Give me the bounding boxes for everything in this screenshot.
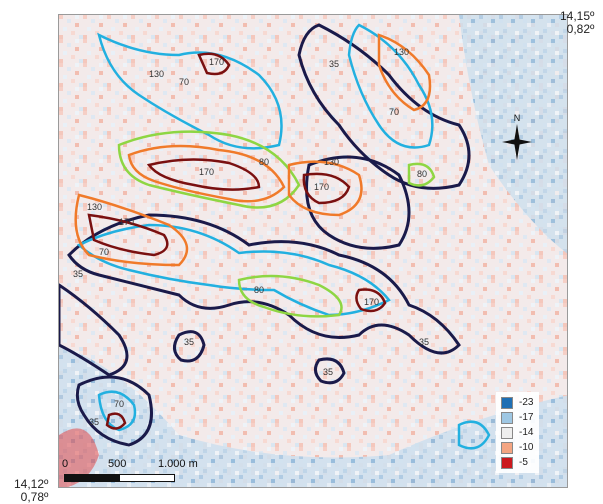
contour-170-a [146,158,261,191]
contour-70-right [457,420,491,450]
legend-item: -23 [501,395,533,410]
contour-130-c [287,160,363,217]
contour-35-ring [305,155,411,250]
contour-label: 130 [394,47,409,57]
legend-label: -23 [519,397,534,408]
scale-label-1000: 1.000 m [158,458,198,470]
contour-70-bottom [97,390,137,432]
raster-blue-zone-right [459,15,567,254]
scale-segment-white [119,474,175,482]
contour-130-a [127,144,286,203]
contour-label: 35 [73,269,83,279]
contour-label: 35 [419,337,429,347]
legend-swatch [501,396,513,409]
contour-35-top [297,23,471,190]
contour-80-a [117,130,301,209]
contour-label: 170 [119,217,134,227]
coord-top-right: 14,15º 0,82º [560,10,594,36]
legend-item: -5 [501,455,533,470]
contour-label: 70 [179,77,189,87]
north-label: N [514,113,521,123]
legend-swatch [501,411,513,424]
scale-label-0: 0 [62,458,69,470]
raster-blue-zone-bottom [59,345,567,487]
contour-label: 35 [89,417,99,427]
contour-label: 80 [254,285,264,295]
legend-label: -10 [519,442,534,453]
map-frame[interactable]: 170 170 170 170 170 130 130 130 130 80 8… [58,14,568,488]
legend-swatch [501,426,513,439]
contour-label: 35 [184,337,194,347]
contour-label: 80 [417,169,427,179]
contour-170-b [87,213,169,257]
legend-item: -17 [501,410,533,425]
contour-170-c [302,172,351,205]
contour-80-b [237,274,343,318]
contour-130-b [74,193,189,267]
scale-segment-black [64,474,120,482]
contour-170-f [105,412,127,430]
coord-top-right-lon: 0,82º [566,22,595,36]
contour-130-d [377,33,432,112]
contour-80-c [407,162,436,187]
contour-label: 170 [314,182,329,192]
scale-label-500: 500 [108,458,127,470]
contour-70-main [76,223,391,317]
contour-label: 170 [364,297,379,307]
legend-item: -10 [501,440,533,455]
contour-35-bottom [75,375,153,447]
contour-35-small-2 [314,357,346,385]
contour-35-small-1 [173,330,206,363]
contour-170-e [197,52,231,76]
north-arrow-icon: N [502,113,532,160]
legend-label: -17 [519,412,534,423]
contour-label: 70 [389,107,399,117]
legend-label: -14 [519,427,534,438]
contour-label: 35 [323,367,333,377]
contour-label: 70 [99,247,109,257]
legend-swatch [501,441,513,454]
contour-label: 170 [209,57,224,67]
contour-label: 35 [329,59,339,69]
legend-item: -14 [501,425,533,440]
legend-label: -5 [519,457,528,468]
contour-170-d [355,288,387,313]
contour-35-main [67,213,461,355]
coord-bottom-left-lat: 14,12º [14,477,49,491]
raster-red-zone-left [59,428,99,487]
contour-label: 170 [199,167,214,177]
contour-label: 80 [259,157,269,167]
contour-map: 170 170 170 170 170 130 130 130 130 80 8… [59,15,567,487]
coord-bottom-left-lon: 0,78º [20,490,49,504]
contour-70-top [97,32,283,150]
legend: -23 -17 -14 -10 -5 [496,392,540,473]
contour-label: 70 [114,399,124,409]
coord-bottom-left: 14,12º 0,78º [14,478,48,504]
coord-top-right-lat: 14,15º [560,9,595,23]
contour-70-north [347,23,434,149]
contour-35-left [59,283,129,377]
contour-label: 130 [87,202,102,212]
scale-bar: 0 500 1.000 m [62,458,322,488]
contour-label: 130 [149,69,164,79]
legend-swatch [501,456,513,469]
contour-label: 130 [324,157,339,167]
